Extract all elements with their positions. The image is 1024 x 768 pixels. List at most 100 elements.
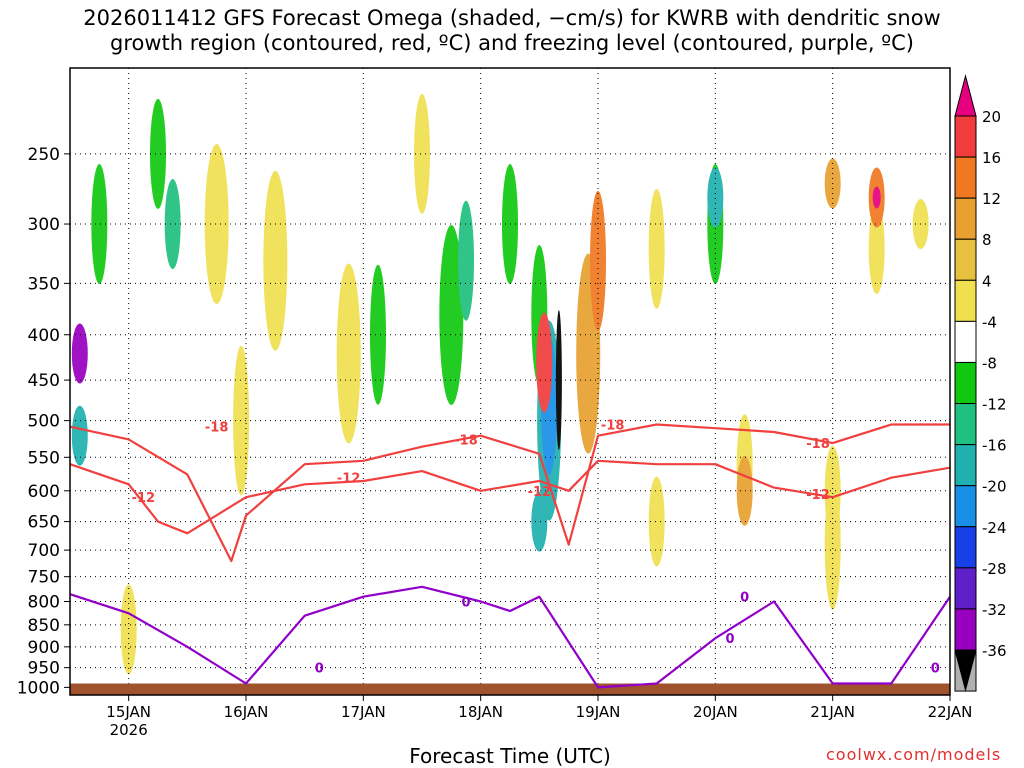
omega-shade-region	[868, 203, 885, 294]
colorbar-label: -28	[982, 560, 1007, 578]
colorbar-label: -8	[982, 354, 997, 372]
x-tick-label: 19JAN	[576, 703, 621, 721]
colorbar-label: 8	[982, 231, 992, 249]
contour-label: 0	[315, 662, 324, 677]
colorbar-label: -36	[982, 642, 1007, 660]
omega-shade-region	[439, 225, 464, 406]
omega-shade-region	[590, 190, 606, 331]
colorbar-swatch	[954, 238, 977, 281]
y-tick-label: 500	[28, 412, 60, 432]
y-tick-label: 1000	[17, 678, 60, 698]
colorbar-label: -16	[982, 437, 1007, 455]
y-tick-label: 600	[28, 482, 60, 502]
omega-shade-region	[71, 405, 88, 466]
y-tick-label: 550	[28, 448, 60, 468]
contour-label: 0	[740, 591, 749, 606]
y-tick-label: 650	[28, 513, 60, 533]
x-tick-label: 18JAN	[458, 703, 503, 721]
y-tick-label: 900	[28, 638, 60, 658]
omega-shade-region	[336, 263, 361, 444]
contour-label: -18	[454, 433, 478, 448]
colorbar-arrow-bottom	[954, 649, 977, 692]
omega-shade-region	[458, 200, 474, 321]
colorbar-swatch	[954, 279, 977, 322]
colorbar-label: -24	[982, 519, 1007, 537]
omega-shade-region	[150, 98, 166, 209]
chart-title: 2026011412 GFS Forecast Omega (shaded, −…	[83, 6, 941, 55]
contour-label: -18	[601, 418, 625, 433]
colorbar-swatch	[954, 444, 977, 487]
y-tick-label: 700	[28, 541, 60, 561]
omega-shading	[71, 93, 929, 675]
colorbar-swatch	[954, 485, 977, 528]
omega-shade-region	[370, 264, 386, 405]
y-tick-label: 450	[28, 371, 60, 391]
omega-shade-region	[648, 476, 665, 567]
omega-shade-region	[536, 312, 553, 413]
colorbar-swatch	[954, 608, 977, 651]
contour-label: -12	[337, 472, 361, 487]
x-axis-label: Forecast Time (UTC)	[409, 744, 611, 768]
contour-label: 0	[461, 596, 470, 611]
colorbar-swatch	[954, 320, 977, 363]
omega-shade-region	[263, 170, 288, 351]
x-tick-label: 2026	[110, 721, 148, 739]
omega-shade-region	[233, 345, 250, 496]
colorbar-label: -12	[982, 396, 1007, 414]
omega-shade-region	[204, 144, 229, 305]
colorbar-arrow-top	[954, 74, 977, 117]
colorbar-swatch	[954, 526, 977, 569]
colorbar-label: 4	[982, 272, 992, 290]
omega-shade-region	[648, 188, 665, 309]
x-tick-label: 17JAN	[341, 703, 386, 721]
contour-label: 0	[931, 662, 940, 677]
omega-shade-region	[91, 164, 108, 285]
colorbar-label: 16	[982, 149, 1001, 167]
contour-label: -18	[806, 437, 830, 452]
colorbar-label: 20	[982, 108, 1001, 126]
contour-label: -12	[528, 485, 552, 500]
omega-shade-region	[71, 323, 88, 384]
y-tick-label: 800	[28, 593, 60, 613]
omega-shade-region	[872, 186, 881, 209]
contour-line-freezing	[69, 585, 951, 689]
x-tick-label: 22JAN	[928, 703, 973, 721]
y-tick-label: 400	[28, 326, 60, 346]
contour-line-dgz	[69, 423, 950, 563]
x-tick-label: 21JAN	[810, 703, 855, 721]
y-tick-label: 300	[28, 215, 60, 235]
contour-label: 0	[725, 632, 734, 647]
omega-shade-region	[414, 93, 430, 214]
contour-line-dgz	[69, 459, 951, 535]
plot-frame	[69, 67, 951, 696]
x-tick-label: 20JAN	[693, 703, 738, 721]
y-tick-label: 250	[28, 145, 60, 165]
x-tick-label: 16JAN	[224, 703, 269, 721]
colorbar-label: -4	[982, 313, 997, 331]
omega-shade-region	[164, 179, 181, 270]
plot-area	[70, 68, 950, 695]
colorbar-swatch	[954, 156, 977, 199]
y-tick-label: 850	[28, 616, 60, 636]
y-tick-label: 750	[28, 568, 60, 588]
omega-shade-region	[824, 445, 841, 536]
colorbar-swatch	[954, 197, 977, 240]
contour-label: -12	[132, 491, 156, 506]
colorbar-swatch	[954, 361, 977, 405]
colorbar-swatch	[954, 403, 977, 446]
colorbar-swatch	[954, 115, 977, 158]
y-tick-label: 950	[28, 659, 60, 679]
credit-text: coolwx.com/models	[826, 745, 1002, 764]
omega-shade-region	[707, 167, 724, 228]
x-tick-label: 15JAN	[106, 703, 151, 721]
y-tick-label: 350	[28, 274, 60, 294]
contour-label: -18	[205, 421, 229, 436]
colorbar-swatch	[954, 567, 977, 610]
omega-shade-region	[120, 584, 137, 675]
colorbar-label: -20	[982, 478, 1007, 496]
colorbar-label: 12	[982, 190, 1001, 208]
contour-label: -12	[806, 488, 830, 503]
colorbar-label: -32	[982, 601, 1007, 619]
terrain-band	[70, 683, 950, 695]
